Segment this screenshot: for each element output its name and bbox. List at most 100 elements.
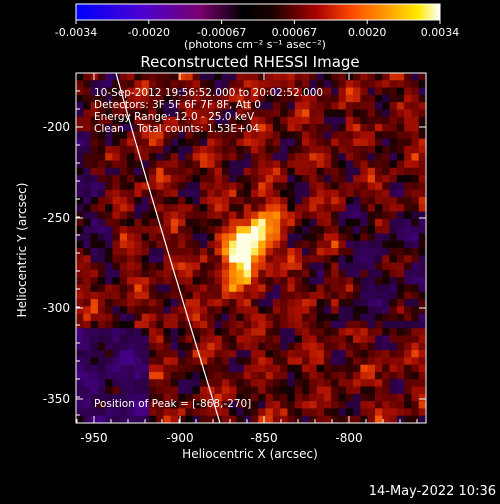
- heatmap-pixel: [97, 328, 106, 336]
- heatmap-pixel: [411, 116, 420, 125]
- heatmap-pixel: [141, 255, 150, 263]
- heatmap-pixel: [134, 313, 143, 322]
- heatmap-pixel: [229, 226, 237, 234]
- heatmap-pixel: [236, 73, 245, 81]
- heatmap-pixel: [251, 408, 259, 417]
- heatmap-pixel: [192, 364, 201, 373]
- heatmap-pixel: [258, 357, 266, 366]
- heatmap-pixel: [382, 138, 390, 147]
- heatmap-pixel: [97, 189, 106, 198]
- heatmap-pixel: [389, 116, 398, 125]
- heatmap-pixel: [199, 240, 208, 249]
- heatmap-pixel: [360, 386, 369, 395]
- heatmap-pixel: [294, 131, 303, 140]
- heatmap-pixel: [272, 175, 281, 183]
- heatmap-pixel: [331, 175, 339, 183]
- heatmap-pixel: [251, 306, 259, 315]
- heatmap-pixel: [353, 204, 361, 212]
- heatmap-pixel: [134, 379, 143, 387]
- heatmap-pixel: [258, 269, 266, 278]
- heatmap-pixel: [119, 80, 128, 88]
- heatmap-pixel: [411, 160, 420, 169]
- colorbar-ticks: -0.0034 -0.0020 -0.00067 0.00067 0.0020 0.003…: [55, 20, 459, 39]
- heatmap-pixel: [258, 182, 266, 191]
- heatmap-pixel: [170, 328, 179, 336]
- heatmap-pixel: [229, 342, 237, 351]
- heatmap-pixel: [236, 386, 245, 395]
- heatmap-pixel: [302, 196, 310, 205]
- heatmap-pixel: [236, 94, 245, 103]
- heatmap-pixel: [360, 364, 369, 373]
- heatmap-pixel: [236, 102, 245, 110]
- heatmap-pixel: [302, 233, 310, 242]
- heatmap-pixel: [185, 379, 194, 387]
- heatmap-pixel: [316, 255, 325, 263]
- heatmap-pixel: [148, 153, 157, 161]
- heatmap-pixel: [163, 109, 172, 118]
- heatmap-pixel: [316, 211, 325, 220]
- heatmap-pixel: [302, 204, 310, 212]
- heatmap-pixel: [302, 277, 310, 285]
- heatmap-pixel: [272, 109, 281, 118]
- heatmap-pixel: [141, 204, 150, 212]
- heatmap-pixel: [265, 116, 274, 125]
- heatmap-pixel: [309, 131, 318, 140]
- heatmap-pixel: [90, 87, 99, 96]
- heatmap-pixel: [214, 102, 223, 110]
- heatmap-pixel: [331, 320, 339, 329]
- heatmap-pixel: [418, 379, 426, 387]
- heatmap-pixel: [170, 94, 179, 103]
- heatmap-pixel: [127, 401, 135, 409]
- heatmap-pixel: [243, 109, 252, 118]
- heatmap-pixel: [302, 80, 310, 88]
- heatmap-pixel: [302, 131, 310, 140]
- heatmap-pixel: [97, 269, 106, 278]
- heatmap-pixel: [156, 415, 164, 423]
- heatmap-pixel: [178, 233, 186, 242]
- heatmap-pixel: [112, 160, 121, 169]
- heatmap-pixel: [156, 350, 164, 358]
- heatmap-pixel: [112, 313, 121, 322]
- heatmap-pixel: [374, 357, 383, 366]
- heatmap-pixel: [404, 401, 412, 409]
- heatmap-pixel: [302, 350, 310, 358]
- heatmap-pixel: [243, 357, 252, 366]
- heatmap-pixel: [156, 182, 164, 191]
- heatmap-pixel: [178, 342, 186, 351]
- heatmap-pixel: [404, 153, 412, 161]
- heatmap-pixel: [338, 393, 347, 402]
- heatmap-pixel: [367, 328, 376, 336]
- heatmap-pixel: [185, 175, 194, 183]
- heatmap-pixel: [141, 153, 150, 161]
- heatmap-pixel: [404, 196, 412, 205]
- heatmap-pixel: [360, 335, 369, 344]
- heatmap-pixel: [127, 80, 135, 88]
- heatmap-pixel: [163, 262, 172, 271]
- heatmap-pixel: [127, 109, 135, 118]
- heatmap-pixel: [411, 328, 420, 336]
- heatmap-pixel: [185, 269, 194, 278]
- heatmap-pixel: [265, 277, 274, 285]
- heatmap-pixel: [389, 102, 398, 110]
- heatmap-pixel: [170, 277, 179, 285]
- heatmap-pixel: [323, 306, 332, 315]
- heatmap-pixel: [265, 189, 274, 198]
- heatmap-pixel: [105, 131, 113, 140]
- heatmap-pixel: [112, 393, 121, 402]
- heatmap-pixel: [345, 189, 354, 198]
- heatmap-pixel: [272, 277, 281, 285]
- heatmap-pixel: [185, 277, 194, 285]
- heatmap-pixel: [97, 284, 106, 293]
- heatmap-pixel: [214, 153, 223, 161]
- heatmap-pixel: [83, 284, 91, 293]
- heatmap-pixel: [316, 379, 325, 387]
- heatmap-pixel: [163, 233, 172, 242]
- heatmap-pixel: [199, 167, 208, 176]
- heatmap-pixel: [119, 145, 128, 154]
- heatmap-pixel: [353, 393, 361, 402]
- heatmap-pixel: [141, 386, 150, 395]
- heatmap-pixel: [214, 320, 223, 329]
- heatmap-pixel: [192, 328, 201, 336]
- heatmap-pixel: [76, 284, 84, 293]
- heatmap-pixel: [119, 299, 128, 307]
